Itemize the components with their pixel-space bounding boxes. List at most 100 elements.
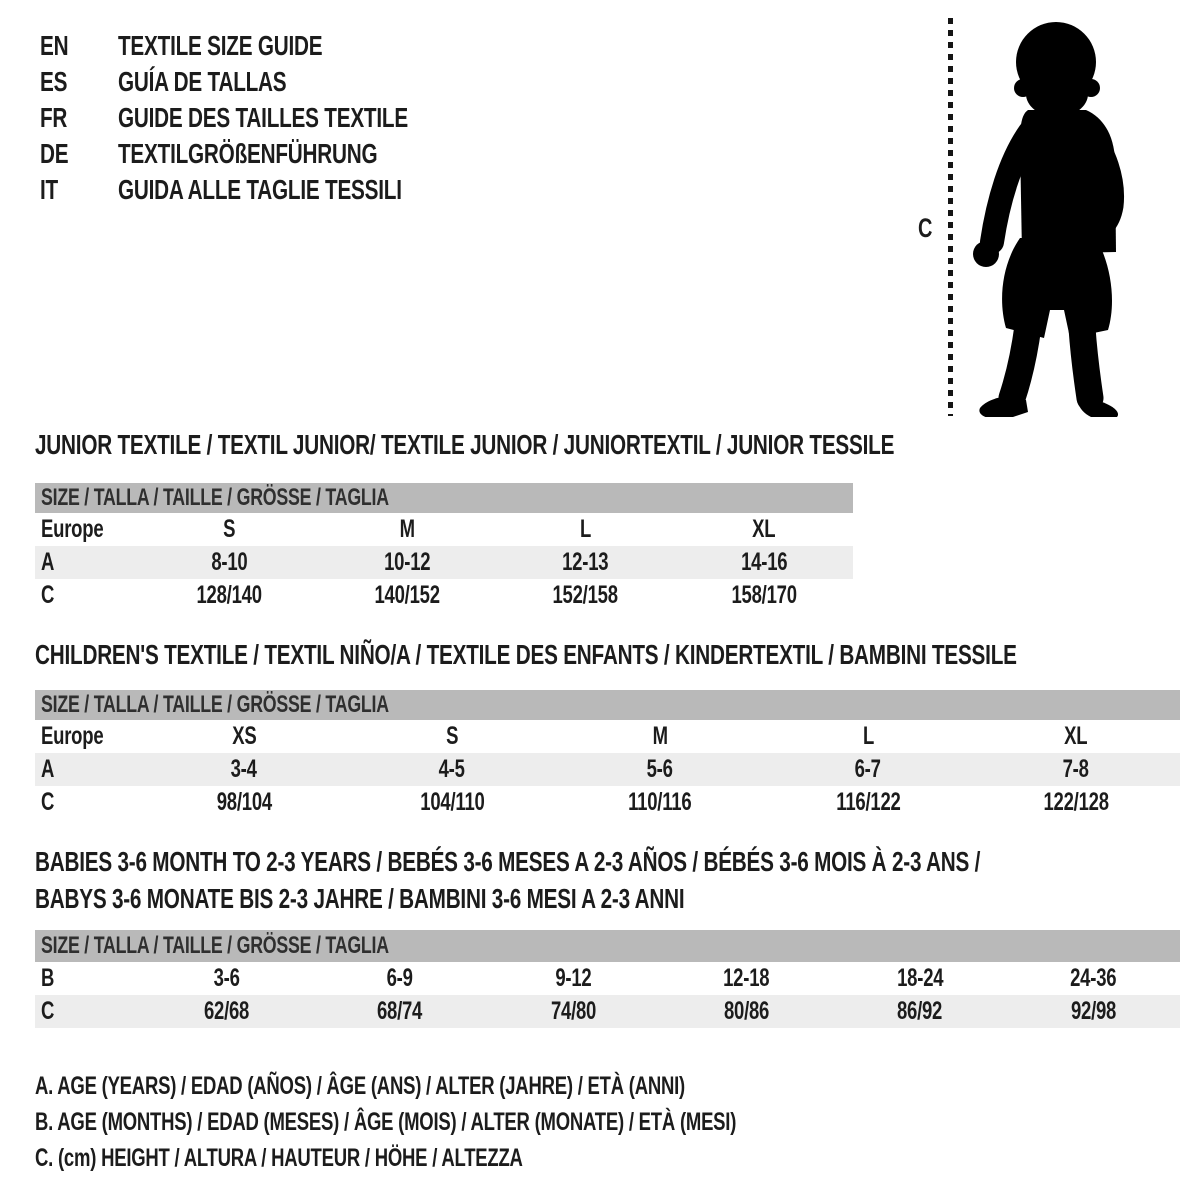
table-title-text: BABYS 3-6 MONATE BIS 2-3 JAHRE / BAMBINI…: [35, 883, 685, 914]
value-cell-text: XS: [231, 722, 257, 750]
value-cell: 158/170: [675, 581, 853, 610]
value-cell: 6-9: [313, 964, 486, 993]
height-measure-line: [948, 18, 953, 416]
value-cell-text: M: [652, 722, 668, 750]
table-row: C 62/68 68/74 74/80 80/86 86/92 92/98: [35, 995, 1180, 1028]
table-row: C 128/140 140/152 152/158 158/170: [35, 579, 853, 612]
value-cell-text: 74/80: [550, 997, 596, 1025]
value-cell: 9-12: [487, 964, 660, 993]
value-cell: 110/116: [556, 788, 764, 817]
value-cell-text: 140/152: [374, 581, 441, 609]
language-code-text: EN: [40, 30, 69, 61]
figure-measure-label: C: [918, 213, 937, 244]
value-cell-text: 18-24: [896, 964, 944, 992]
value-cell-text: L: [580, 515, 592, 543]
row-label-text: C: [41, 788, 55, 816]
value-cell-text: 10-12: [384, 548, 431, 576]
language-row: EN TEXTILE SIZE GUIDE: [40, 28, 510, 64]
language-title-text: GUÍA DE TALLAS: [118, 66, 287, 97]
language-title: TEXTILE SIZE GUIDE: [118, 30, 510, 62]
value-cell-text: 12-18: [723, 964, 770, 992]
row-label-text: Europe: [41, 515, 104, 543]
value-cell: 152/158: [497, 581, 675, 610]
value-cell-text: 152/158: [552, 581, 619, 609]
language-code: IT: [40, 174, 118, 206]
language-code-text: DE: [40, 138, 69, 169]
legend: A. AGE (YEARS) / EDAD (AÑOS) / ÂGE (ANS)…: [35, 1068, 983, 1176]
value-cell: 8-10: [140, 548, 318, 577]
table-row: Europe XS S M L XL: [35, 720, 1180, 753]
value-cell: 18-24: [833, 964, 1006, 993]
value-cell: M: [556, 722, 764, 751]
size-header-bar: SIZE / TALLA / TAILLE / GRÖSSE / TAGLIA: [35, 690, 1180, 720]
value-cell: 14-16: [675, 548, 853, 577]
value-cell: 10-12: [318, 548, 496, 577]
value-cell-text: XL: [752, 515, 776, 543]
value-cell: 62/68: [140, 997, 313, 1026]
value-cell-text: S: [223, 515, 236, 543]
children-table-rows: Europe XS S M L XL A 3-4 4-5 5-6 6-7 7-8 C 98/104 104/…: [35, 720, 1180, 819]
value-cell: 104/110: [348, 788, 556, 817]
value-cell-text: 6-9: [386, 964, 414, 992]
table-title: JUNIOR TEXTILE / TEXTIL JUNIOR/ TEXTILE …: [35, 430, 894, 460]
language-title: GUIDE DES TAILLES TEXTILE: [118, 102, 510, 134]
table-title-text: JUNIOR TEXTILE / TEXTIL JUNIOR/ TEXTILE …: [35, 429, 895, 460]
value-cell-text: 7-8: [1062, 755, 1090, 783]
value-cell: 7-8: [972, 755, 1180, 784]
row-label: A: [35, 755, 140, 784]
language-code: DE: [40, 138, 118, 170]
legend-line: C. (cm) HEIGHT / ALTURA / HAUTEUR / HÖHE…: [35, 1140, 983, 1176]
table-title: CHILDREN'S TEXTILE / TEXTIL NIÑO/A / TEX…: [35, 640, 1180, 670]
value-cell-text: 158/170: [731, 581, 797, 609]
figure-measure-letter: C: [918, 213, 933, 243]
size-header-label: SIZE / TALLA / TAILLE / GRÖSSE / TAGLIA: [41, 484, 389, 511]
language-title: GUÍA DE TALLAS: [118, 66, 510, 98]
legend-line-text: B. AGE (MONTHS) / EDAD (MESES) / ÂGE (MO…: [35, 1107, 737, 1136]
language-code: FR: [40, 102, 118, 134]
value-cell-text: S: [445, 722, 459, 750]
row-label-text: Europe: [41, 722, 104, 750]
legend-line-text: A. AGE (YEARS) / EDAD (AÑOS) / ÂGE (ANS)…: [35, 1071, 685, 1100]
value-cell: 74/80: [487, 997, 660, 1026]
value-cell-text: 14-16: [740, 548, 787, 576]
language-row: IT GUIDA ALLE TAGLIE TESSILI: [40, 172, 510, 208]
value-cell: 86/92: [833, 997, 1006, 1026]
value-cell: 5-6: [556, 755, 764, 784]
table-title: BABYS 3-6 MONATE BIS 2-3 JAHRE / BAMBINI…: [35, 880, 1180, 917]
value-cell-text: 92/98: [1070, 997, 1116, 1025]
value-cell-text: 4-5: [438, 755, 466, 783]
value-cell: S: [140, 515, 318, 544]
language-title-text: TEXTILGRÖßENFÜHRUNG: [118, 138, 378, 169]
value-cell-text: 80/86: [724, 997, 770, 1025]
language-title: GUIDA ALLE TAGLIE TESSILI: [118, 174, 510, 206]
value-cell-text: L: [862, 722, 874, 750]
legend-line: B. AGE (MONTHS) / EDAD (MESES) / ÂGE (MO…: [35, 1104, 983, 1140]
value-cell-text: 122/128: [1043, 788, 1109, 816]
size-header-label: SIZE / TALLA / TAILLE / GRÖSSE / TAGLIA: [41, 932, 389, 959]
children-table-titles: CHILDREN'S TEXTILE / TEXTIL NIÑO/A / TEX…: [35, 640, 1180, 670]
value-cell: 98/104: [140, 788, 348, 817]
language-row: FR GUIDE DES TAILLES TEXTILE: [40, 100, 510, 136]
row-label: C: [35, 997, 140, 1026]
size-header-bar: SIZE / TALLA / TAILLE / GRÖSSE / TAGLIA: [35, 930, 1180, 962]
value-cell: 4-5: [348, 755, 556, 784]
value-cell: 92/98: [1007, 997, 1180, 1026]
size-header-label: SIZE / TALLA / TAILLE / GRÖSSE / TAGLIA: [41, 691, 389, 718]
value-cell-text: 8-10: [211, 548, 248, 576]
value-cell-text: 116/122: [835, 788, 901, 816]
row-label-text: C: [41, 997, 55, 1025]
table-row: Europe S M L XL: [35, 513, 853, 546]
language-row: DE TEXTILGRÖßENFÜHRUNG: [40, 136, 510, 172]
value-cell: 122/128: [972, 788, 1180, 817]
row-label: C: [35, 581, 140, 610]
value-cell-text: 3-6: [213, 964, 240, 992]
row-label: Europe: [35, 515, 140, 544]
value-cell: 12-18: [660, 964, 833, 993]
row-label: B: [35, 964, 140, 993]
value-cell-text: 6-7: [854, 755, 882, 783]
language-code-text: ES: [40, 66, 68, 97]
value-cell: 3-6: [140, 964, 313, 993]
table-title-text: BABIES 3-6 MONTH TO 2-3 YEARS / BEBÉS 3-…: [35, 846, 981, 877]
row-label: A: [35, 548, 140, 577]
table-row: A 8-10 10-12 12-13 14-16: [35, 546, 853, 579]
